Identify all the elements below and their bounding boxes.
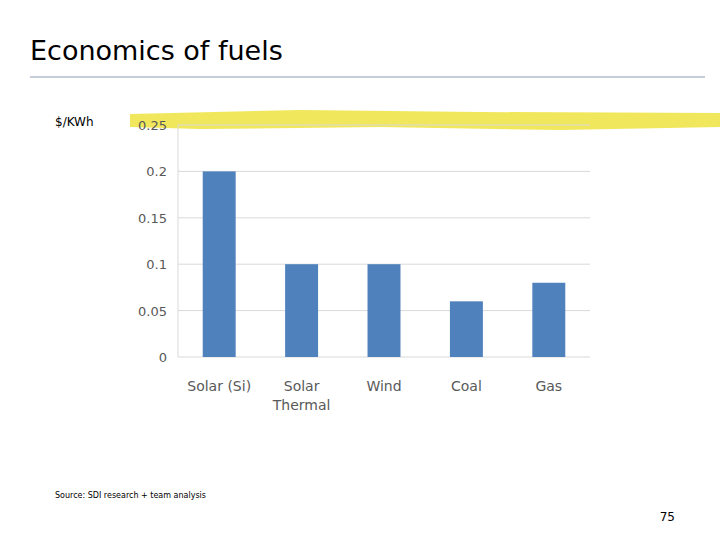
bar [285,264,318,357]
y-tick-label: 0.2 [146,164,167,179]
bar [203,171,236,357]
title-rule [30,77,705,78]
x-tick-label: SolarThermal [272,378,331,413]
y-tick-label: 0.05 [138,304,167,319]
grid-line [178,217,590,218]
y-tick-label: 0 [159,350,167,365]
grid-line [178,125,590,126]
x-tick-label: Solar (Si) [187,378,251,394]
grid [178,125,590,357]
highlight-stroke [130,110,720,130]
bar [532,283,565,357]
x-tick-label: Wind [366,378,401,394]
source-note: Source: SDI research + team analysis [55,491,206,500]
bar [368,264,401,357]
x-tick-label: Coal [451,378,482,394]
title: Economics of fuels [30,35,283,66]
x-tick-label: Gas [535,378,562,394]
y-tick-label: 0.15 [138,211,167,226]
slide: Economics of fuels $/KWh 0 0.05 0.1 0.15 0.2 0.… [0,0,720,540]
y-axis-label: $/KWh [55,115,94,129]
page-number: 75 [660,510,675,524]
bar [450,301,483,357]
y-axis-line [178,125,179,357]
grid-line [178,171,590,172]
bars [203,171,566,357]
y-tick-label: 0.1 [146,257,167,272]
y-tick-label: 0.25 [138,118,167,133]
